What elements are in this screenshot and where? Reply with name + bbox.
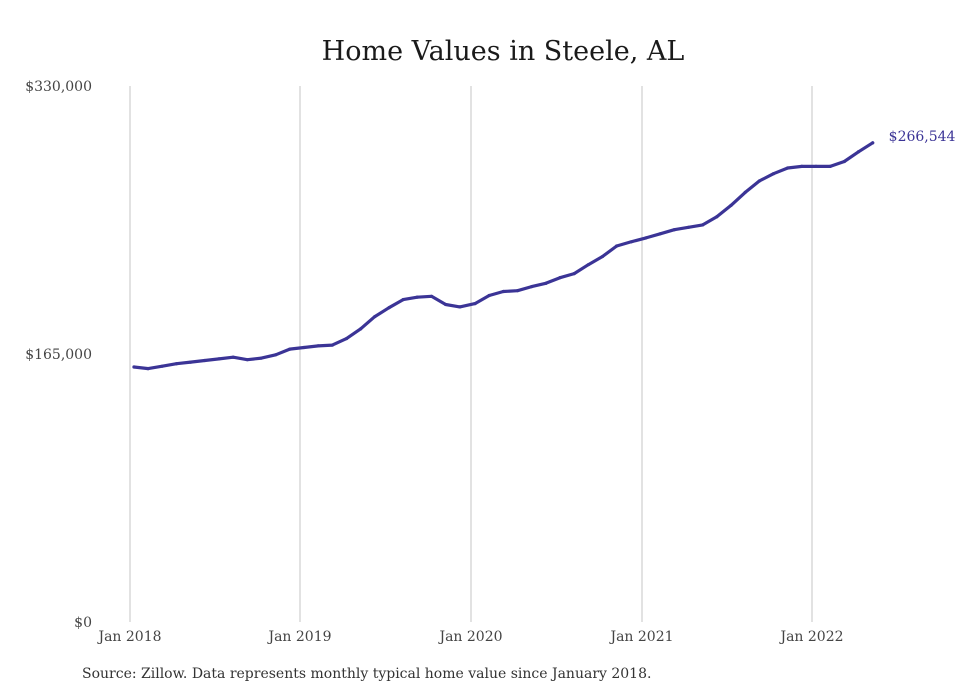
data-point: [330, 343, 334, 347]
data-point: [515, 289, 520, 293]
data-point: [871, 141, 875, 145]
x-tick-label: Jan 2018: [96, 629, 161, 645]
x-tick-label: Jan 2021: [608, 629, 673, 645]
data-point: [401, 297, 405, 302]
data-point: [259, 356, 264, 360]
data-point: [658, 232, 662, 236]
data-point: [203, 358, 207, 363]
data-point: [600, 254, 605, 259]
data-point: [302, 345, 306, 350]
data-point: [729, 203, 733, 207]
data-point: [757, 179, 761, 183]
data-point: [828, 164, 832, 168]
data-point: [743, 190, 747, 194]
series-line: [132, 141, 875, 371]
data-point: [316, 344, 320, 348]
data-point: [174, 362, 179, 366]
data-point: [644, 236, 648, 240]
data-point: [800, 164, 804, 168]
data-point: [530, 284, 534, 289]
line-chart: Home Values in Steele, AL $330,000 $165,0…: [25, 36, 956, 645]
data-point: [856, 150, 861, 154]
end-value-label: $266,544: [889, 129, 956, 145]
chart-title: Home Values in Steele, AL: [322, 36, 685, 67]
data-point: [245, 358, 249, 362]
y-tick-label: $0: [74, 615, 92, 631]
data-point: [415, 295, 419, 299]
gridlines: [129, 86, 813, 622]
data-point: [686, 225, 691, 229]
data-point: [373, 315, 377, 319]
x-axis-ticks: Jan 2018 Jan 2019 Jan 2020 Jan 2021 Jan 2022: [96, 629, 843, 645]
data-point: [786, 166, 790, 170]
data-point: [701, 223, 705, 227]
data-point: [288, 347, 292, 351]
data-points: [132, 141, 875, 371]
data-point: [715, 215, 719, 219]
data-point: [444, 302, 448, 307]
x-tick-label: Jan 2019: [266, 629, 331, 645]
data-point: [544, 281, 548, 285]
data-point: [231, 355, 235, 359]
data-point: [146, 367, 150, 371]
data-point: [344, 336, 349, 341]
data-point: [217, 357, 221, 361]
data-point: [814, 164, 818, 168]
data-point: [473, 302, 477, 306]
y-tick-label: $165,000: [25, 347, 92, 363]
data-point: [771, 172, 776, 176]
data-point: [160, 364, 164, 368]
x-tick-label: Jan 2020: [437, 629, 502, 645]
data-point: [615, 244, 619, 248]
data-point: [359, 327, 363, 331]
data-point: [572, 272, 576, 276]
data-point: [189, 360, 193, 364]
source-note: Source: Zillow. Data represents monthly …: [82, 666, 652, 682]
y-tick-label: $330,000: [25, 79, 92, 95]
data-point: [458, 305, 462, 309]
data-point: [274, 353, 278, 357]
data-point: [429, 294, 434, 298]
data-point: [387, 306, 391, 310]
data-point: [586, 263, 590, 267]
data-point: [842, 159, 846, 164]
data-point: [558, 276, 562, 280]
data-point: [672, 228, 676, 232]
y-axis-ticks: $330,000 $165,000 $0: [25, 79, 92, 631]
data-point: [132, 365, 136, 369]
x-tick-label: Jan 2022: [778, 629, 843, 645]
data-point: [501, 289, 505, 294]
data-point: [487, 293, 491, 298]
data-point: [629, 240, 633, 244]
